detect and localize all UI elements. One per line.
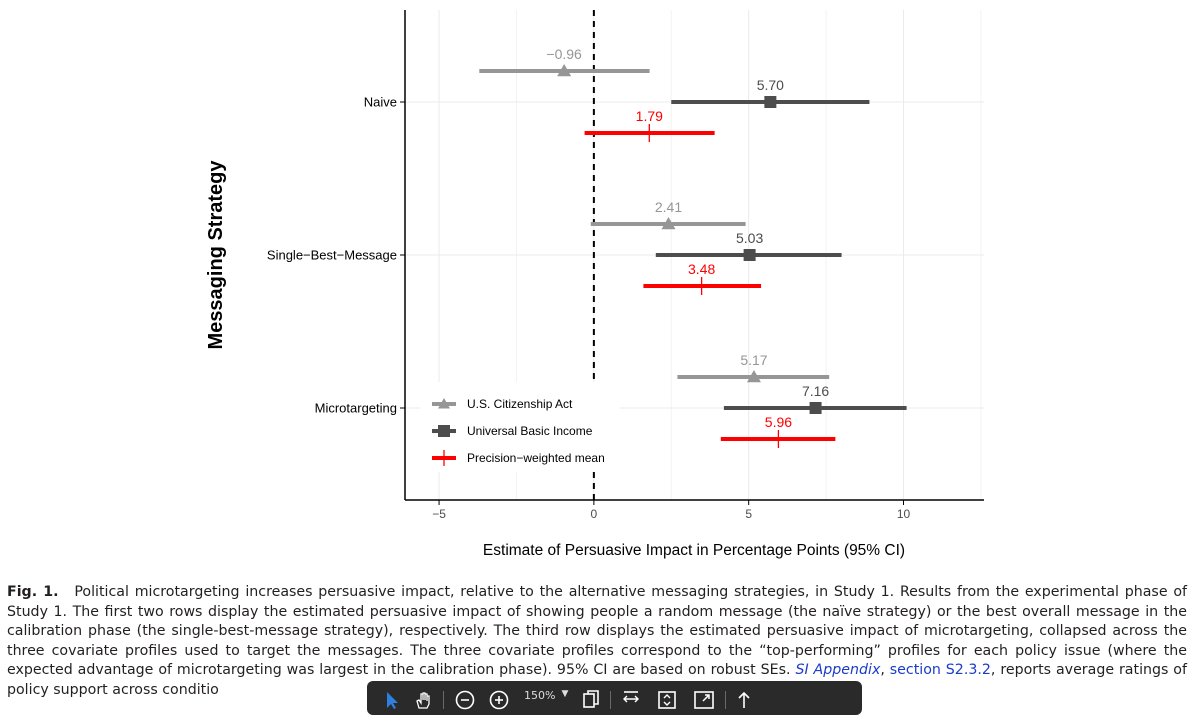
y-axis-title: Messaging Strategy [205, 160, 227, 350]
caption-text: Political microtargeting increases persu… [7, 584, 1188, 679]
toolbar-separator [725, 691, 727, 709]
series-universal-basic-income: 5.70 5.03 7.16 [655, 77, 907, 414]
legend: U.S. Citizenship Act Universal Basic Inco… [420, 382, 620, 472]
legend-label: U.S. Citizenship Act [467, 397, 573, 411]
data-label: 5.96 [765, 414, 792, 430]
data-label: −0.96 [546, 46, 582, 62]
zoom-in-icon[interactable] [488, 689, 510, 711]
upload-icon[interactable] [736, 689, 752, 711]
series-layer: −0.96 2.41 5.17 5.70 5.03 7.16 1.79 3.48 5.96 [479, 46, 907, 448]
triangle-marker [746, 370, 761, 383]
fit-page-icon[interactable] [657, 689, 677, 711]
square-marker [743, 249, 756, 261]
zoom-dropdown-icon[interactable]: ▼ [561, 689, 569, 699]
zoom-out-icon[interactable] [454, 689, 476, 711]
x-axis-title: Estimate of Persuasive Impact in Percent… [483, 542, 905, 559]
caption-figure-label: Fig. 1. [7, 584, 59, 600]
square-marker [438, 425, 450, 437]
triangle-marker [438, 398, 450, 409]
data-label: 3.48 [688, 261, 715, 277]
legend-label: Precision−weighted mean [467, 451, 605, 465]
series-precision-weighted-mean: 1.79 3.48 5.96 [584, 108, 836, 448]
caption-text-after: , reports average ratings of policy supp… [7, 662, 1187, 698]
legend-label: Universal Basic Income [467, 424, 593, 438]
select-arrow-icon[interactable] [385, 689, 399, 711]
square-marker [764, 96, 777, 108]
pdf-viewer-toolbar: 150% ▼ [367, 681, 862, 715]
y-tick-label: Naive [364, 95, 397, 110]
triangle-marker [557, 64, 572, 77]
forest-plot: −0.96 2.41 5.17 5.70 5.03 7.16 1.79 3.48 5.96 −5… [205, 10, 984, 559]
caption-comma: , [880, 662, 885, 679]
x-tick-label: 10 [897, 507, 911, 521]
figure-caption: Fig. 1. Political microtargeting increas… [7, 583, 1187, 701]
zoom-level[interactable]: 150% [524, 689, 556, 702]
data-label: 7.16 [802, 383, 829, 399]
fit-width-icon[interactable] [621, 689, 641, 711]
hand-icon[interactable] [413, 689, 433, 711]
square-marker [809, 402, 822, 414]
si-appendix-link[interactable]: SI Appendix [795, 662, 881, 679]
x-tick-label: 5 [745, 507, 752, 521]
y-tick-label: Single−Best−Message [267, 248, 397, 263]
toolbar-separator [610, 691, 612, 709]
y-tick-label: Microtargeting [315, 401, 397, 416]
data-label: 5.70 [757, 77, 784, 93]
axis-ticks: −5 0 5 10 Naive Single−Best−Message Microtarge… [267, 95, 911, 522]
toolbar-separator [443, 691, 444, 709]
x-tick-label: −5 [432, 507, 446, 521]
section-link[interactable]: section S2.3.2 [889, 662, 991, 679]
data-label: 5.03 [736, 230, 763, 246]
copy-icon[interactable] [582, 689, 600, 711]
data-label: 1.79 [636, 108, 663, 124]
series-u-s-citizenship-act: −0.96 2.41 5.17 [479, 46, 830, 383]
data-label: 5.17 [740, 352, 767, 368]
data-label: 2.41 [655, 199, 682, 215]
x-tick-label: 0 [591, 507, 598, 521]
triangle-marker [661, 217, 676, 230]
fullscreen-icon[interactable] [693, 689, 715, 711]
